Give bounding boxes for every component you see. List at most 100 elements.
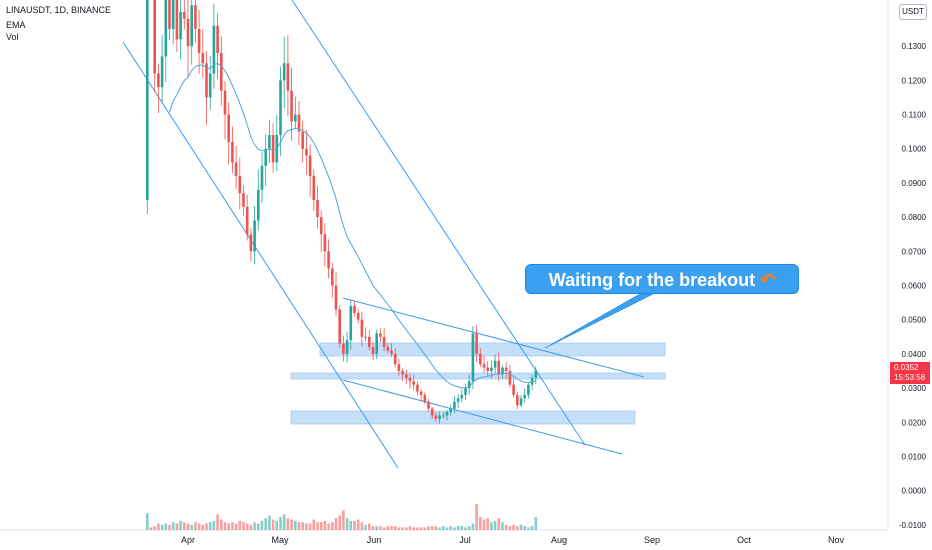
volume-bar <box>279 516 282 530</box>
volume-bar <box>257 523 260 530</box>
currency-badge[interactable]: USDT <box>899 4 927 20</box>
candle-body <box>316 200 319 218</box>
wedge-line-lower <box>342 379 623 455</box>
time-axis[interactable]: Apr May Jun Jul Aug Sep Oct Nov <box>181 535 845 545</box>
candle-body <box>464 388 467 395</box>
volume-bar <box>386 526 390 530</box>
volume-bar <box>527 527 530 530</box>
volume-bar <box>201 524 205 530</box>
price-tick-label: 0.0200 <box>902 418 927 427</box>
candle-body <box>405 374 408 378</box>
volume-bar <box>516 526 519 530</box>
volume-bar <box>379 526 382 530</box>
candle-body <box>160 56 164 88</box>
volume-bar <box>460 526 464 530</box>
volume-bar <box>316 522 319 530</box>
candle-body <box>519 398 523 406</box>
volume-bar <box>294 520 297 530</box>
candle-body <box>371 347 375 354</box>
candle-body <box>427 401 430 409</box>
volume-bar <box>197 523 201 530</box>
time-tick-label: Jun <box>367 535 382 545</box>
volume-bar <box>501 522 504 530</box>
candle-body <box>442 415 445 417</box>
candle-body <box>175 0 179 40</box>
volume-bar <box>234 523 238 530</box>
price-axis[interactable]: 0.1300 0.1200 0.1100 0.1000 0.0900 0.0800 0.07… <box>899 42 927 530</box>
volume-bar <box>353 520 356 530</box>
volume-bar <box>205 523 208 530</box>
volume-bar <box>242 522 245 530</box>
volume-bar <box>312 519 316 530</box>
candle-body <box>260 165 264 190</box>
volume-bar <box>190 524 193 530</box>
candle-body <box>231 141 234 163</box>
time-tick-label: May <box>271 535 289 545</box>
volume-bar <box>430 526 434 530</box>
volume-bar <box>208 522 212 530</box>
price-tick-label: 0.1300 <box>902 42 927 51</box>
volume-bar <box>419 527 423 530</box>
volume-bar <box>260 520 264 530</box>
candle-body <box>146 0 149 201</box>
volume-bar <box>146 513 149 530</box>
price-tick-label: 0.0800 <box>902 213 927 222</box>
candle-body <box>438 415 441 419</box>
volume-bar <box>508 526 512 530</box>
breakout-callout[interactable]: Waiting for the breakout ↶ <box>525 264 799 294</box>
volume-bar <box>275 520 279 530</box>
volume-bar <box>338 515 341 530</box>
candle-body <box>223 90 227 115</box>
volume-bar <box>486 518 489 530</box>
volume-bar <box>393 526 397 530</box>
candle-body <box>408 377 412 382</box>
candle-body <box>238 176 242 194</box>
candle-body <box>171 0 175 30</box>
price-tick-label: 0.0900 <box>902 179 927 188</box>
candle-body <box>212 25 216 74</box>
volume-bar <box>157 523 160 530</box>
candle-body <box>342 343 345 354</box>
volume-bar <box>245 523 249 530</box>
candle-body <box>319 217 323 235</box>
volume-bar <box>464 527 467 530</box>
candle-body <box>186 18 190 47</box>
candle-body <box>504 367 508 371</box>
volume-bar <box>408 526 412 530</box>
candle-body <box>423 394 427 402</box>
price-tick-label: 0.1000 <box>902 145 927 154</box>
candle-body <box>397 364 401 371</box>
volume-indicator-label[interactable]: Vol <box>6 32 19 42</box>
callout-text: Waiting for the breakout <box>548 270 756 290</box>
volume-bar <box>153 526 156 530</box>
volume-bar <box>308 523 312 530</box>
candle-body <box>382 336 386 348</box>
candle-body <box>434 415 438 419</box>
price-tick-label: 0.1200 <box>902 76 927 85</box>
ema-indicator-label[interactable]: EMA <box>6 20 26 30</box>
candle-body <box>482 364 486 368</box>
candle-body <box>312 176 316 201</box>
volume-bar <box>360 522 364 530</box>
candle-body <box>305 148 308 156</box>
orange-curved-arrow-icon: ↶ <box>760 270 776 290</box>
candle-body <box>479 353 482 365</box>
price-tick-label: 0.1100 <box>902 111 926 120</box>
volume-bar <box>371 526 375 530</box>
candle-body <box>301 131 304 149</box>
last-price-tag: 0.0352 15:53:58 <box>890 362 930 384</box>
chart-title[interactable]: LINAUSDT, 1D, BINANCE <box>6 5 112 15</box>
channel-line-lower <box>122 41 399 469</box>
candle-body <box>360 319 364 337</box>
candle-body <box>194 5 197 30</box>
candle-body <box>327 251 330 269</box>
candle-body <box>456 398 460 402</box>
candle-body <box>497 360 501 375</box>
time-tick-label: Nov <box>828 535 845 545</box>
wedge-line-upper <box>342 297 645 378</box>
volume-bar <box>442 526 445 530</box>
candle-body <box>197 29 201 53</box>
candle-body <box>412 381 415 385</box>
candle-body <box>364 336 367 338</box>
